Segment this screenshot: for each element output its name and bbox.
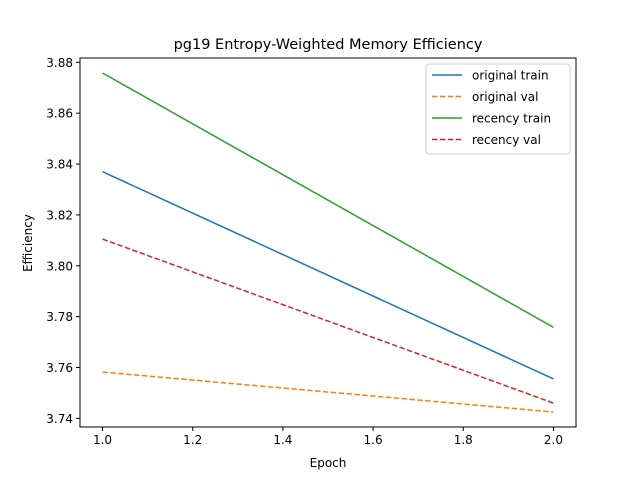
y-tick-label: 3.88 <box>46 56 73 70</box>
y-tick-label: 3.78 <box>46 310 73 324</box>
legend-box <box>425 63 571 155</box>
x-axis-label: Epoch <box>310 456 347 470</box>
legend-label: recency val <box>472 133 541 147</box>
chart-title: pg19 Entropy-Weighted Memory Efficiency <box>174 37 483 53</box>
axes-layer: 1.0 1.2 1.4 1.6 1.8 2.0 3.74 3.76 3.78 3.80 3.82 3.… <box>46 56 563 447</box>
x-tick-label: 1.2 <box>183 433 202 447</box>
original-train-series-line <box>102 170 554 380</box>
legend-label: original train <box>472 69 549 83</box>
y-axis-label: Efficiency <box>21 214 35 272</box>
x-tick-label: 1.6 <box>364 433 383 447</box>
legend-label: original val <box>472 90 538 104</box>
original-val-series-line <box>102 371 554 413</box>
recency-train-series-line <box>102 72 554 328</box>
series-layer <box>102 72 554 413</box>
legend-label: recency train <box>472 112 551 126</box>
x-tick-label: 1.8 <box>454 433 473 447</box>
x-tick-label: 1.0 <box>93 433 112 447</box>
x-tick-label: 2.0 <box>544 433 563 447</box>
y-tick-label: 3.86 <box>46 107 73 121</box>
legend: original train original val recency train r… <box>425 63 571 155</box>
y-tick-label: 3.82 <box>46 208 73 222</box>
plot-frame <box>79 57 577 428</box>
recency-val-series-line <box>102 238 554 404</box>
y-tick-label: 3.84 <box>46 158 73 172</box>
x-tick-label: 1.4 <box>273 433 292 447</box>
y-tick-label: 3.80 <box>46 259 73 273</box>
y-tick-label: 3.74 <box>46 412 73 426</box>
y-tick-label: 3.76 <box>46 361 73 375</box>
